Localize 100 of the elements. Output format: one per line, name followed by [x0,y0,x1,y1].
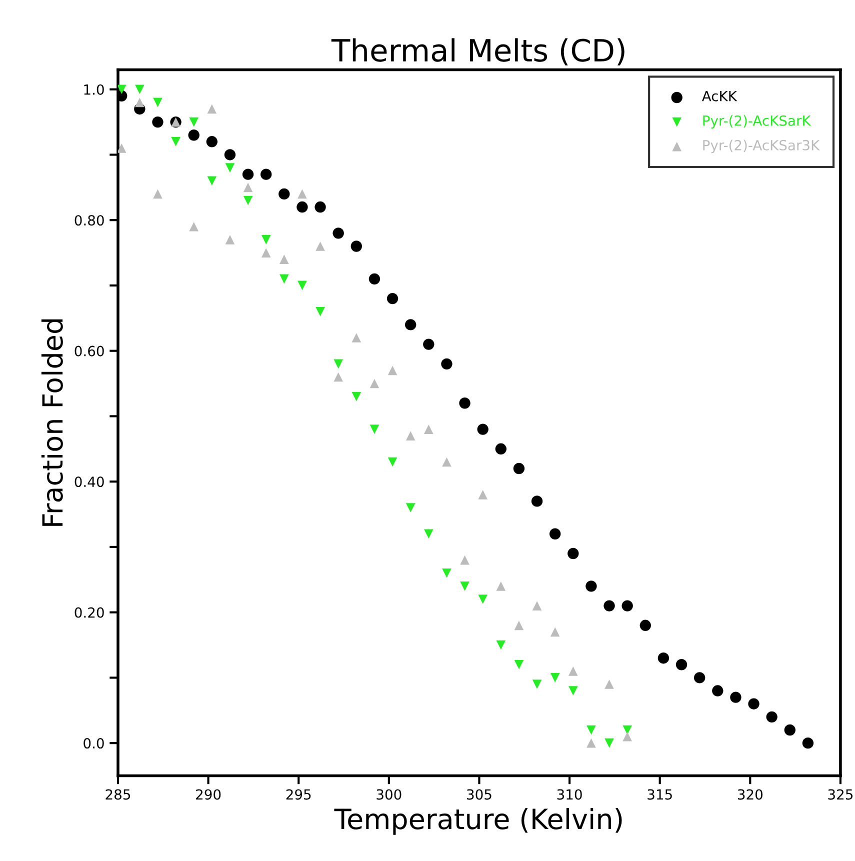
point [748,698,760,710]
point [332,228,344,239]
point [586,580,597,592]
point [531,496,543,507]
point [135,84,144,94]
point [604,600,615,612]
point [568,686,578,696]
point [388,457,398,467]
point [135,98,144,108]
y-tick-label: 0.60 [74,346,104,356]
point [207,176,217,186]
y-tick-label: 1.0 [84,84,104,95]
point [496,582,506,591]
point [622,725,632,735]
point [568,548,579,560]
point [441,358,452,370]
chart-title: Thermal Melts (CD) [331,38,624,66]
point [459,398,470,409]
point [442,457,452,467]
point [334,372,344,382]
point [153,98,162,108]
point [370,424,380,434]
point [352,392,362,402]
x-tick-label: 290 [196,789,221,800]
point [604,738,614,748]
point [188,130,200,141]
point [802,737,814,749]
point [243,182,253,192]
point [586,725,596,735]
x-tick-label: 315 [648,789,672,800]
point [225,163,235,172]
point [730,692,742,703]
y-tick-label: 0.80 [74,215,104,226]
point [622,600,633,612]
point [314,201,326,213]
point [406,431,416,440]
point [622,732,632,742]
point [280,274,289,284]
point [118,84,126,94]
point [368,273,380,285]
point [766,711,778,723]
point [350,240,362,252]
point [316,306,325,316]
point [280,254,289,264]
point [118,90,128,102]
point [478,594,488,604]
point [694,672,706,684]
point [278,188,290,200]
legend-label: Pyr-(2)-AcKSar3K [703,140,820,154]
point [242,168,254,180]
point [118,144,126,153]
point [189,117,199,127]
x-tick-label: 300 [376,789,402,800]
point [298,280,307,290]
point [550,627,560,637]
point [171,136,180,146]
point [206,136,218,148]
point [424,529,434,539]
y-tick-label: 0.40 [74,476,104,488]
point [532,601,542,610]
point [316,242,325,251]
x-tick-label: 285 [106,789,130,800]
point [225,235,235,244]
point [261,248,271,258]
point [586,738,596,748]
point [460,582,470,591]
point [406,503,416,512]
legend-label: AcKK [702,91,738,102]
point [388,366,398,376]
point [513,462,525,474]
point [568,666,578,676]
point [352,333,362,342]
point [261,235,271,244]
point [260,168,272,180]
point [514,620,524,630]
y-axis-title: Fraction Folded [41,319,63,526]
x-tick-label: 310 [557,789,582,800]
point [514,660,524,670]
x-tick-label: 320 [738,789,762,800]
point [404,319,416,330]
point [386,292,398,304]
point [676,659,688,670]
point [224,149,236,160]
x-tick-label: 305 [467,789,492,800]
point [604,680,614,689]
point [550,673,560,682]
x-tick-label: 325 [828,789,853,800]
point [712,685,724,696]
point [153,189,162,199]
point [296,201,308,213]
point [423,338,434,350]
y-tick-label: 0.0 [84,738,104,749]
point [334,359,344,369]
point [243,196,253,206]
point [784,724,796,736]
point [298,189,307,199]
point [496,640,506,650]
point [640,620,651,632]
legend-label: Pyr-(2)-AcKSarK [703,115,812,129]
point [549,528,561,540]
